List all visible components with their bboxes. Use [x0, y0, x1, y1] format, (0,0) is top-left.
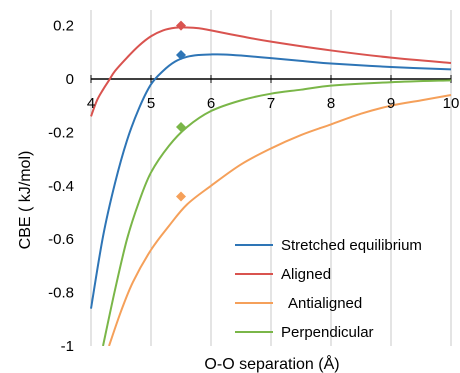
y-tick-label: -1 — [61, 338, 74, 355]
x-tick-label: 6 — [207, 95, 215, 112]
x-axis-title: O-O separation (Å) — [204, 354, 339, 373]
legend-label-perpendicular: Perpendicular — [281, 324, 374, 341]
x-tick-label: 7 — [267, 95, 275, 112]
y-axis-title: CBE ( kJ/mol) — [17, 151, 34, 250]
series-line-antialigned — [108, 94, 452, 346]
legend-label-stretched-equilibrium: Stretched equilibrium — [281, 237, 422, 254]
legend: Stretched equilibrium Aligned Antialigned P… — [235, 237, 422, 341]
y-tick-label: -0.2 — [48, 124, 74, 141]
marker-stretched-equilibrium — [176, 49, 186, 60]
legend-label-antialigned: Antialigned — [288, 295, 362, 312]
series-line-stretched-equilibrium — [90, 53, 452, 309]
marker-antialigned — [176, 191, 186, 202]
x-tick-label: 8 — [327, 95, 335, 112]
x-tick-label: 5 — [147, 95, 155, 112]
tick-labels: 4 5 6 7 8 9 10 0.2 0 -0.2 -0.4 -0.6 -0.8 -1 — [48, 18, 459, 355]
vertical-gridlines — [90, 10, 452, 346]
y-tick-label: 0.2 — [53, 18, 74, 35]
legend-label-aligned: Aligned — [281, 266, 331, 283]
x-tick-label: 9 — [387, 95, 395, 112]
marker-aligned — [176, 20, 186, 31]
y-tick-label: 0 — [66, 71, 74, 88]
y-tick-label: -0.6 — [48, 231, 74, 248]
marker-perpendicular — [176, 122, 186, 133]
y-tick-label: -0.4 — [48, 178, 74, 195]
series-line-perpendicular — [102, 79, 452, 346]
y-tick-label: -0.8 — [48, 285, 74, 302]
x-tick-label: 10 — [443, 95, 460, 112]
series-markers — [176, 20, 186, 202]
x-tick-label: 4 — [87, 95, 95, 112]
series-lines — [90, 26, 452, 346]
series-line-aligned — [90, 26, 452, 117]
